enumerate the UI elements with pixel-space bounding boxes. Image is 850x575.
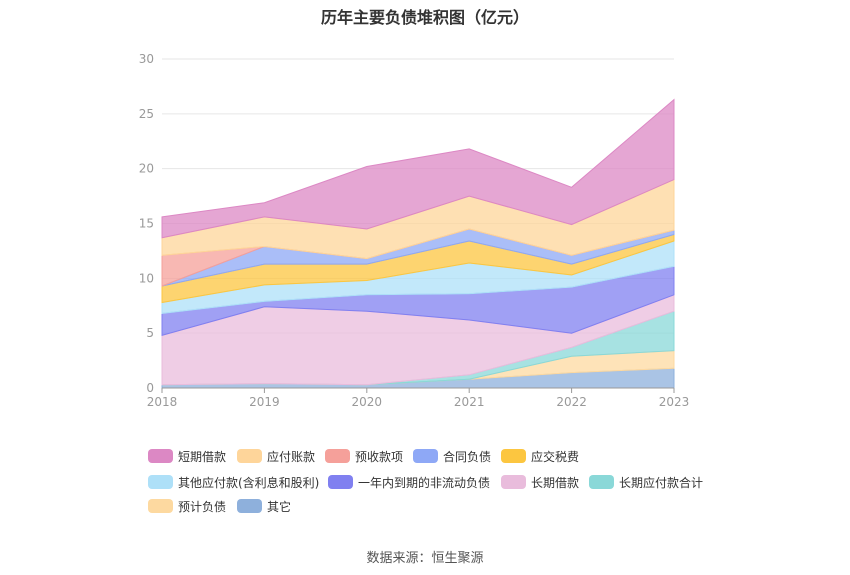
legend-swatch: [413, 449, 438, 463]
legend-item[interactable]: 预收款项: [325, 448, 403, 464]
area-series: [161, 98, 675, 389]
legend-label: 其它: [267, 499, 292, 514]
legend-swatch: [501, 475, 526, 489]
source-text: 数据来源：恒生聚源: [366, 551, 484, 566]
y-tick-label: 25: [139, 107, 154, 121]
legend-swatch: [237, 499, 262, 513]
chart-title: 历年主要负债堆积图（亿元）: [320, 8, 529, 27]
x-tick-label: 2022: [556, 395, 587, 409]
legend-swatch: [148, 449, 173, 463]
legend-item[interactable]: 应付账款: [237, 448, 315, 464]
axes: 0 5 10 15 20 25 30 2018 2019 2020 2021 2022 2023: [139, 52, 690, 409]
legend-item[interactable]: 应交税费: [501, 448, 579, 464]
legend-label: 预计负债: [178, 499, 227, 514]
legend-swatch: [501, 449, 526, 463]
legend-swatch: [148, 499, 173, 513]
legend-label: 短期借款: [178, 449, 227, 464]
legend-label: 预收款项: [355, 449, 404, 464]
y-tick-label: 5: [146, 326, 154, 340]
legend-label: 一年内到期的非流动负债: [358, 475, 491, 490]
legend-swatch: [148, 475, 173, 489]
legend-label: 合同负债: [443, 449, 492, 464]
legend-swatch: [325, 449, 350, 463]
legend-label: 应交税费: [531, 449, 580, 464]
area-series-10[interactable]: [161, 98, 675, 239]
y-tick-label: 20: [139, 162, 154, 176]
legend-item[interactable]: 其它: [237, 498, 291, 514]
x-tick-label: 2023: [659, 395, 690, 409]
y-tick-label: 10: [139, 271, 154, 285]
legend-item[interactable]: 短期借款: [148, 448, 226, 464]
legend-label: 长期应付款合计: [619, 475, 704, 490]
legend-swatch: [589, 475, 614, 489]
y-tick-label: 0: [146, 381, 154, 395]
x-tick-label: 2019: [249, 395, 280, 409]
legend-item[interactable]: 预计负债: [148, 498, 226, 514]
legend-swatch: [237, 449, 262, 463]
legend-item[interactable]: 合同负债: [413, 448, 491, 464]
legend-item[interactable]: 其他应付款(含利息和股利): [148, 474, 319, 490]
x-tick-label: 2020: [352, 395, 383, 409]
legend-label: 应付账款: [267, 449, 316, 464]
legend-swatch: [328, 475, 353, 489]
legend-item[interactable]: 长期借款: [501, 474, 579, 490]
legend-item[interactable]: 长期应付款合计: [589, 474, 703, 490]
x-tick-label: 2021: [454, 395, 485, 409]
legend-item[interactable]: 一年内到期的非流动负债: [328, 474, 490, 490]
y-tick-label: 15: [139, 217, 154, 231]
legend-label: 长期借款: [531, 475, 580, 490]
chart-plot: 0 5 10 15 20 25 30 2018 2019 2020 2021 2022 2023: [139, 52, 690, 409]
y-tick-label: 30: [139, 52, 154, 66]
legend-label: 其他应付款(含利息和股利): [178, 475, 320, 490]
x-tick-label: 2018: [147, 395, 178, 409]
